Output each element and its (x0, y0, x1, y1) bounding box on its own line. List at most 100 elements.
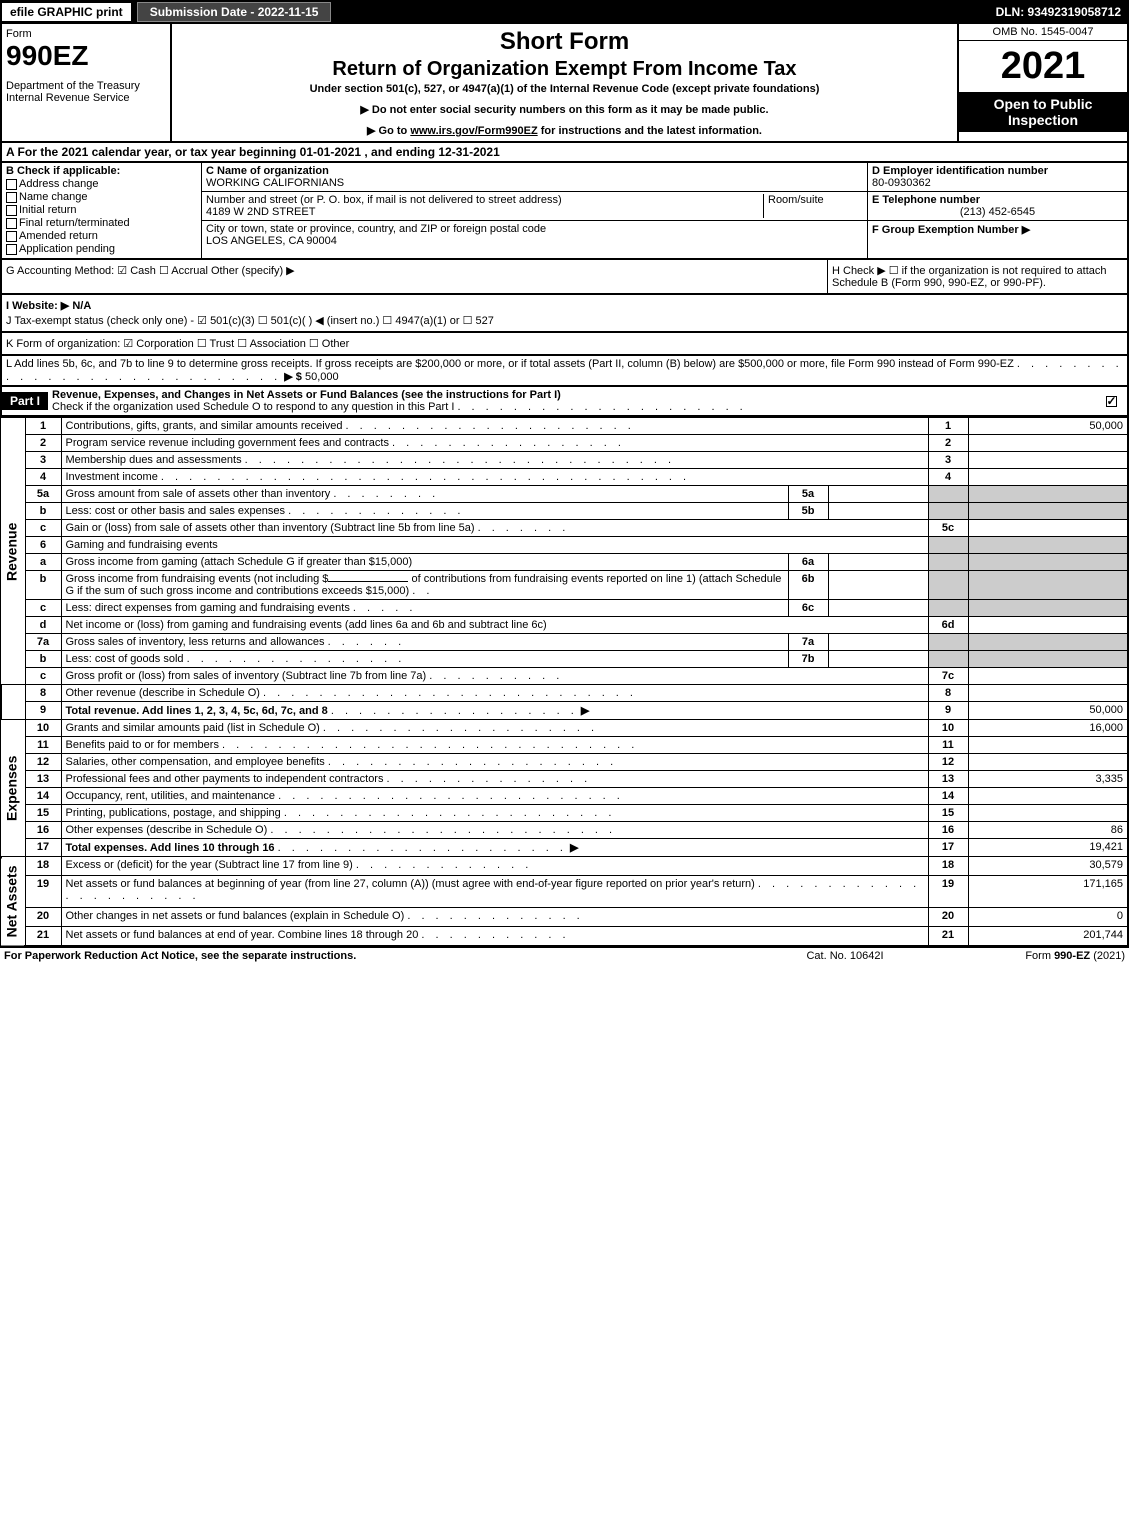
l5b-num: b (25, 503, 61, 520)
l6c-num: c (25, 600, 61, 617)
omb-number: OMB No. 1545-0047 (959, 24, 1127, 41)
l18-num: 18 (25, 857, 61, 876)
l2-amount (968, 435, 1128, 452)
l21-desc: Net assets or fund balances at end of ye… (66, 929, 419, 941)
l4-num: 4 (25, 469, 61, 486)
l17-num: 17 (25, 839, 61, 857)
l5a-snum: 5a (788, 486, 828, 503)
form-title-2: Return of Organization Exempt From Incom… (176, 58, 953, 81)
l6c-desc: Less: direct expenses from gaming and fu… (66, 602, 350, 614)
l4-desc: Investment income (66, 471, 158, 483)
l20-lnum: 20 (928, 908, 968, 927)
l3-amount (968, 452, 1128, 469)
l10-num: 10 (25, 720, 61, 737)
l11-desc: Benefits paid to or for members (66, 739, 219, 751)
submission-date: Submission Date - 2022-11-15 (137, 2, 332, 22)
l8-desc: Other revenue (describe in Schedule O) (66, 687, 260, 699)
city-value: LOS ANGELES, CA 90004 (206, 235, 337, 247)
form-note-1: ▶ Do not enter social security numbers o… (176, 103, 953, 116)
section-e: E Telephone number (213) 452-6545 (868, 192, 1127, 221)
section-j: J Tax-exempt status (check only one) - ☑… (6, 314, 1123, 327)
ein-value: 80-0930362 (872, 177, 931, 189)
section-l-arrow: ▶ $ (284, 371, 302, 383)
l8-num: 8 (25, 685, 61, 702)
l13-num: 13 (25, 771, 61, 788)
l6d-desc: Net income or (loss) from gaming and fun… (61, 617, 928, 634)
footer-right: Form 990-EZ (2021) (945, 950, 1125, 962)
l7b-desc: Less: cost of goods sold (66, 653, 184, 665)
l5b-sval (828, 503, 928, 520)
l17-desc: Total expenses. Add lines 10 through 16 (66, 842, 275, 854)
l20-num: 20 (25, 908, 61, 927)
irs-link[interactable]: www.irs.gov/Form990EZ (410, 125, 537, 137)
cb-address-change: Address change (6, 178, 197, 190)
l5c-lnum: 5c (928, 520, 968, 537)
l2-num: 2 (25, 435, 61, 452)
l2-lnum: 2 (928, 435, 968, 452)
l13-lnum: 13 (928, 771, 968, 788)
l12-num: 12 (25, 754, 61, 771)
l16-lnum: 16 (928, 822, 968, 839)
street-label: Number and street (or P. O. box, if mail… (206, 194, 562, 206)
part1-check-note: Check if the organization used Schedule … (52, 401, 454, 413)
l6d-amount (968, 617, 1128, 634)
section-d: D Employer identification number 80-0930… (868, 163, 1127, 192)
l14-desc: Occupancy, rent, utilities, and maintena… (66, 790, 276, 802)
section-l-value: 50,000 (305, 371, 339, 383)
l10-desc: Grants and similar amounts paid (list in… (66, 722, 320, 734)
phone-label: E Telephone number (872, 194, 980, 206)
l4-lnum: 4 (928, 469, 968, 486)
l15-lnum: 15 (928, 805, 968, 822)
l20-desc: Other changes in net assets or fund bala… (66, 910, 405, 922)
l3-desc: Membership dues and assessments (66, 454, 242, 466)
l1-desc: Contributions, gifts, grants, and simila… (66, 420, 343, 432)
part1-title-block: Revenue, Expenses, and Changes in Net As… (48, 387, 1097, 415)
section-def: D Employer identification number 80-0930… (867, 163, 1127, 258)
room-label: Room/suite (768, 194, 824, 206)
efile-label: efile GRAPHIC print (0, 1, 133, 23)
l7a-desc: Gross sales of inventory, less returns a… (66, 636, 325, 648)
city-row: City or town, state or province, country… (202, 221, 867, 249)
l1-num: 1 (25, 418, 61, 435)
cb-amended-return: Amended return (6, 230, 197, 242)
l12-lnum: 12 (928, 754, 968, 771)
section-b-label: B Check if applicable: (6, 165, 120, 177)
l6-num: 6 (25, 537, 61, 554)
l11-lnum: 11 (928, 737, 968, 754)
section-a-text: A For the 2021 calendar year, or tax yea… (6, 145, 500, 159)
page-footer: For Paperwork Reduction Act Notice, see … (0, 947, 1129, 964)
l7a-sval (828, 634, 928, 651)
l7c-amount (968, 668, 1128, 685)
form-header: Form 990EZ Department of the Treasury In… (0, 24, 1129, 143)
part1-checkbox (1097, 394, 1127, 408)
phone-value: (213) 452-6545 (872, 206, 1123, 218)
form-word: Form (6, 28, 166, 40)
l19-num: 19 (25, 875, 61, 907)
l18-amount: 30,579 (968, 857, 1128, 876)
note2-post: for instructions and the latest informat… (538, 125, 762, 137)
l6b-num: b (25, 571, 61, 600)
l7c-num: c (25, 668, 61, 685)
l16-amount: 86 (968, 822, 1128, 839)
l17-lnum: 17 (928, 839, 968, 857)
dept-label: Department of the Treasury Internal Reve… (6, 80, 166, 104)
l15-desc: Printing, publications, postage, and shi… (66, 807, 281, 819)
section-h: H Check ▶ ☐ if the organization is not r… (827, 260, 1127, 293)
revenue-side-label: Revenue (1, 418, 25, 685)
org-name-row: C Name of organization WORKING CALIFORNI… (202, 163, 867, 192)
l12-amount (968, 754, 1128, 771)
part1-header-row: Part I Revenue, Expenses, and Changes in… (0, 387, 1129, 417)
l16-num: 16 (25, 822, 61, 839)
section-gh: G Accounting Method: ☑ Cash ☐ Accrual Ot… (0, 260, 1129, 295)
l5c-num: c (25, 520, 61, 537)
l9-amount: 50,000 (968, 702, 1128, 720)
form-note-2: ▶ Go to www.irs.gov/Form990EZ for instru… (176, 124, 953, 137)
section-l-box: L Add lines 5b, 6c, and 7b to line 9 to … (0, 356, 1129, 387)
l5c-desc: Gain or (loss) from sale of assets other… (66, 522, 475, 534)
l11-amount (968, 737, 1128, 754)
section-a: A For the 2021 calendar year, or tax yea… (0, 143, 1129, 163)
l1-lnum: 1 (928, 418, 968, 435)
l5b-desc: Less: cost or other basis and sales expe… (66, 505, 286, 517)
l6d-lnum: 6d (928, 617, 968, 634)
note2-pre: ▶ Go to (367, 125, 410, 137)
